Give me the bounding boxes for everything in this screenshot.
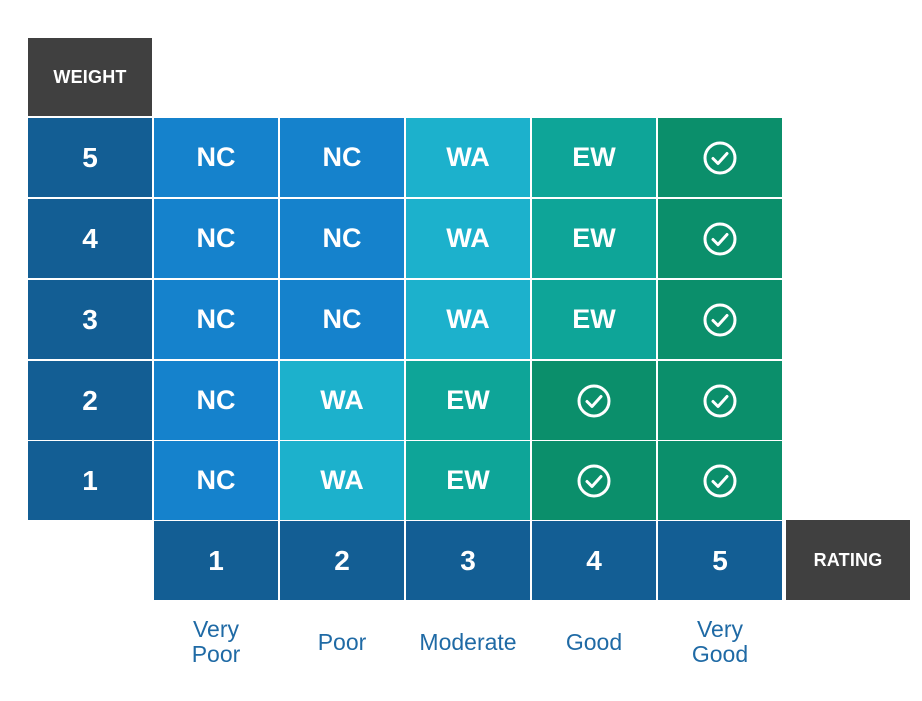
matrix-cell-nc: NC (154, 441, 278, 520)
matrix-cell-nc: NC (154, 361, 278, 440)
weight-value: 2 (28, 361, 152, 440)
check-circle-icon (702, 302, 738, 338)
check-circle-icon (576, 463, 612, 499)
rating-tag: RATING (786, 520, 910, 600)
matrix-cell-wa: WA (406, 118, 530, 197)
matrix-cell-check (658, 361, 782, 440)
rating-description: Very Good (691, 616, 749, 667)
weight-value: 5 (28, 118, 152, 197)
matrix-cell-nc: NC (280, 280, 404, 359)
check-circle-icon (702, 383, 738, 419)
check-circle-icon (702, 221, 738, 257)
matrix-cell-ew: EW (406, 441, 530, 520)
rating-value: 3 (406, 521, 530, 600)
matrix-cell-nc: NC (154, 199, 278, 278)
weight-value: 4 (28, 199, 152, 278)
rating-value: 5 (658, 521, 782, 600)
weight-value: 3 (28, 280, 152, 359)
matrix-cell-ew: EW (532, 118, 656, 197)
rating-description: Very Poor (191, 616, 241, 667)
matrix-cell-wa: WA (406, 280, 530, 359)
weight-value: 1 (28, 441, 152, 520)
check-circle-icon (702, 140, 738, 176)
check-circle-icon (576, 383, 612, 419)
rating-description: Good (565, 628, 623, 655)
matrix-cell-nc: NC (154, 118, 278, 197)
matrix-cell-check (532, 441, 656, 520)
rating-value: 1 (154, 521, 278, 600)
rating-value: 2 (280, 521, 404, 600)
matrix-cell-wa: WA (280, 441, 404, 520)
matrix-cell-nc: NC (154, 280, 278, 359)
matrix-cell-wa: WA (280, 361, 404, 440)
matrix-cell-nc: NC (280, 199, 404, 278)
check-circle-icon (702, 463, 738, 499)
matrix-cell-nc: NC (280, 118, 404, 197)
matrix-cell-ew: EW (532, 280, 656, 359)
matrix-cell-ew: EW (406, 361, 530, 440)
matrix-cell-wa: WA (406, 199, 530, 278)
matrix-cell-check (658, 118, 782, 197)
rating-description: Poor (317, 628, 367, 655)
matrix-cell-check (658, 441, 782, 520)
matrix-cell-check (532, 361, 656, 440)
rating-value: 4 (532, 521, 656, 600)
rating-description: Moderate (419, 628, 517, 655)
weight-tag: WEIGHT (28, 38, 152, 116)
matrix-cell-check (658, 199, 782, 278)
matrix-cell-ew: EW (532, 199, 656, 278)
matrix-cell-check (658, 280, 782, 359)
